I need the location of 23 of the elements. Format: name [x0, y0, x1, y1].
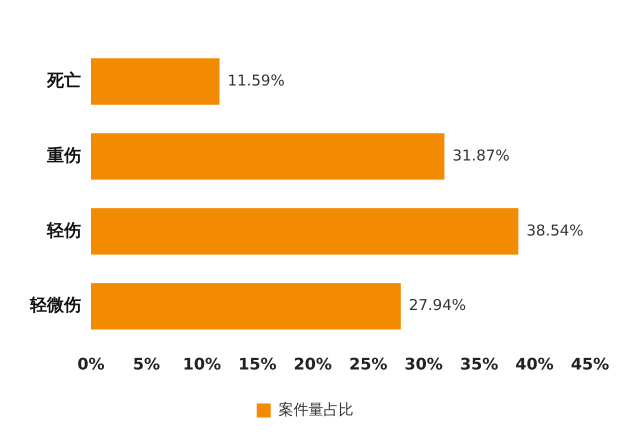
x-tick-label: 30%	[404, 354, 443, 374]
y-tick-label: 死亡	[46, 70, 81, 91]
y-tick-label: 轻微伤	[29, 296, 81, 316]
data-label: 27.94%	[408, 296, 466, 314]
x-tick-label: 20%	[294, 354, 332, 374]
data-label: 11.59%	[228, 71, 285, 90]
x-tick-label: 25%	[349, 354, 388, 374]
bar	[91, 283, 401, 330]
bar	[91, 133, 444, 180]
x-tick-label: 10%	[182, 354, 222, 374]
y-tick-label: 重伤	[46, 146, 81, 166]
legend-label: 案件量占比	[278, 400, 354, 418]
x-tick-label: 5%	[132, 354, 160, 374]
x-tick-label: 0%	[77, 354, 105, 374]
x-tick-label: 35%	[460, 354, 498, 374]
x-tick-label: 15%	[238, 354, 276, 374]
x-tick-label: 40%	[515, 354, 554, 374]
data-label: 31.87%	[452, 146, 510, 164]
y-tick-label: 轻伤	[46, 220, 81, 241]
data-label: 38.54%	[526, 221, 584, 240]
bar	[91, 208, 518, 255]
x-tick-label: 45%	[570, 354, 610, 374]
bar	[91, 58, 220, 105]
